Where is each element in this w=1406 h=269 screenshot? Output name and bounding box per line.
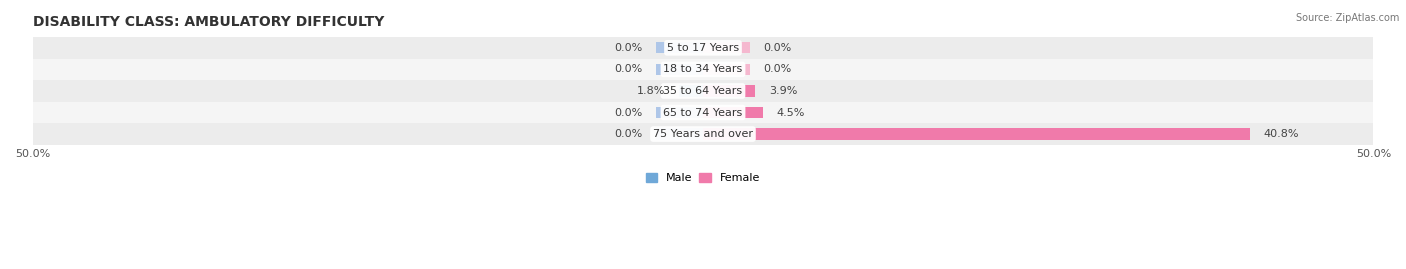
Bar (32, 123, 1374, 145)
Bar (657, 64, 703, 75)
Text: 40.8%: 40.8% (1264, 129, 1299, 139)
Bar (657, 129, 703, 140)
Bar (32, 59, 1374, 80)
Text: 65 to 74 Years: 65 to 74 Years (664, 108, 742, 118)
Text: 18 to 34 Years: 18 to 34 Years (664, 65, 742, 75)
Bar (703, 85, 755, 97)
Bar (703, 129, 1250, 140)
Text: 0.0%: 0.0% (614, 43, 643, 53)
Bar (703, 42, 749, 54)
Bar (32, 102, 1374, 123)
Text: 0.0%: 0.0% (763, 65, 792, 75)
Bar (703, 107, 763, 118)
Bar (32, 37, 1374, 59)
Bar (657, 42, 703, 54)
Text: 4.5%: 4.5% (776, 108, 806, 118)
Text: 1.8%: 1.8% (637, 86, 665, 96)
Bar (679, 85, 703, 97)
Text: 75 Years and over: 75 Years and over (652, 129, 754, 139)
Text: Source: ZipAtlas.com: Source: ZipAtlas.com (1295, 13, 1399, 23)
Text: DISABILITY CLASS: AMBULATORY DIFFICULTY: DISABILITY CLASS: AMBULATORY DIFFICULTY (32, 15, 384, 29)
Legend: Male, Female: Male, Female (641, 168, 765, 188)
Bar (32, 80, 1374, 102)
Text: 0.0%: 0.0% (614, 129, 643, 139)
Text: 35 to 64 Years: 35 to 64 Years (664, 86, 742, 96)
Bar (657, 107, 703, 118)
Text: 0.0%: 0.0% (763, 43, 792, 53)
Text: 5 to 17 Years: 5 to 17 Years (666, 43, 740, 53)
Text: 0.0%: 0.0% (614, 65, 643, 75)
Text: 0.0%: 0.0% (614, 108, 643, 118)
Text: 3.9%: 3.9% (769, 86, 797, 96)
Bar (703, 64, 749, 75)
